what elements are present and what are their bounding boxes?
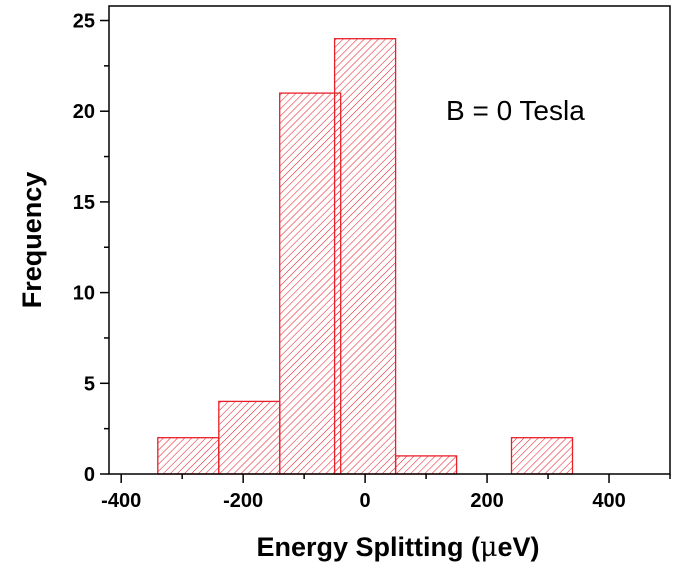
histogram-bar	[157, 437, 220, 475]
y-axis-title: Frequency	[17, 172, 47, 309]
histogram-bar	[279, 92, 342, 475]
y-tick-label: 25	[73, 11, 95, 33]
histogram-bar	[333, 38, 397, 475]
ticks-layer	[100, 19, 671, 483]
tick-labels-layer: -400 -200 0 200 400 0 5 10 15 20 25	[73, 11, 626, 512]
y-tick-label: 20	[73, 101, 95, 123]
histogram-bar	[394, 455, 458, 475]
x-tick-label: -400	[101, 490, 141, 512]
histogram-bar	[218, 400, 281, 475]
x-axis-title: Energy Splitting (μeV)	[256, 532, 539, 563]
x-tick-label: 400	[592, 490, 625, 512]
x-tick-label: 200	[470, 490, 503, 512]
histogram-bar	[510, 437, 574, 475]
y-tick-label: 0	[84, 464, 95, 486]
y-tick-label: 10	[73, 283, 95, 305]
x-tick-label: 0	[360, 490, 371, 512]
bars-layer	[157, 38, 574, 475]
y-tick-label: 5	[84, 373, 95, 395]
x-tick-label: -200	[223, 490, 263, 512]
y-tick-label: 15	[73, 192, 95, 214]
plot-frame	[108, 5, 671, 475]
annotation-label: B = 0 Tesla	[446, 95, 585, 126]
